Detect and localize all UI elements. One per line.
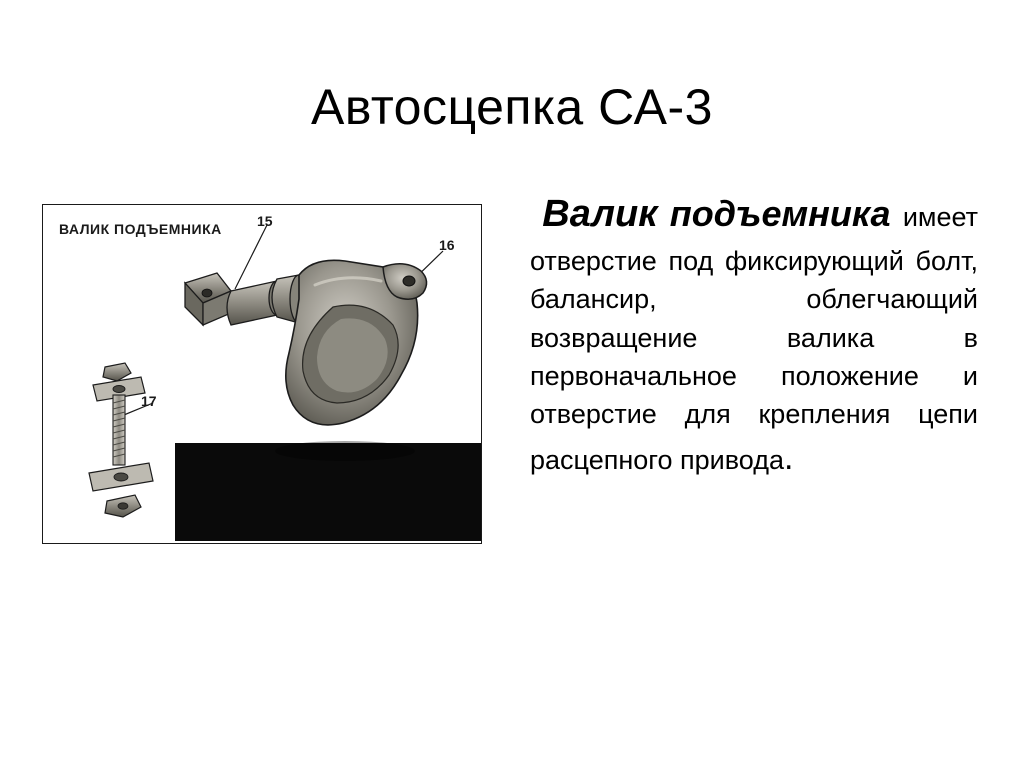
figure-frame: ВАЛИК ПОДЪЕМНИКА 15 16 17 [42, 204, 482, 544]
term-1: Валик [542, 193, 657, 235]
body-period: . [784, 439, 793, 477]
content-area: ВАЛИК ПОДЪЕМНИКА 15 16 17 [0, 180, 1024, 700]
figure-canvas: ВАЛИК ПОДЪЕМНИКА 15 16 17 [45, 207, 479, 541]
term-2: подъемника [670, 193, 891, 234]
valik-svg [45, 207, 481, 543]
body-rest: имеет отверстие под фиксирую­щий болт, б… [530, 202, 978, 475]
body-paragraph: Валик подъемника имеет отверстие под фик… [530, 188, 978, 482]
bolt-assembly [89, 363, 153, 517]
valik-shaft [185, 273, 308, 325]
valik-balancer [286, 260, 427, 425]
page-title: Автосцепка СА-3 [0, 0, 1024, 136]
body-text: Валик подъемника имеет отверстие под фик… [530, 188, 978, 482]
slide: Автосцепка СА-3 ВАЛИК ПОДЪЕМНИКА 15 16 1… [0, 0, 1024, 767]
